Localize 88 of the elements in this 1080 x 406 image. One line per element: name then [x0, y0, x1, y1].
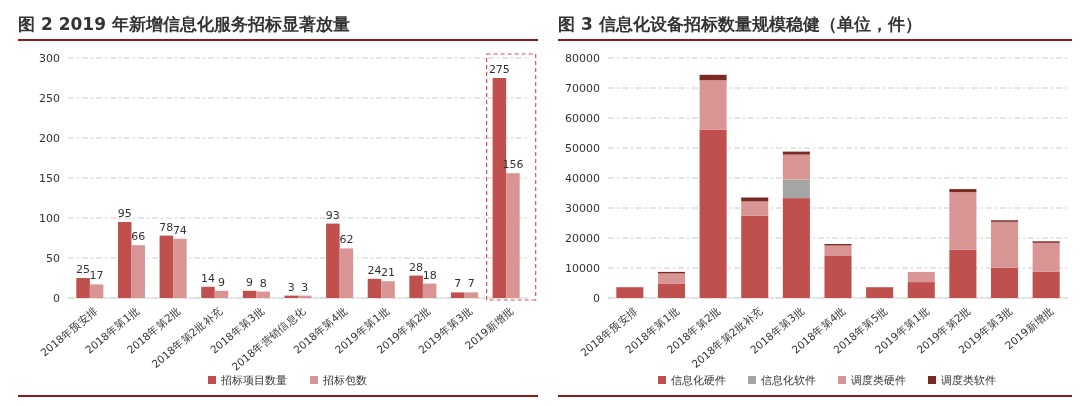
data-label: 24 [367, 263, 382, 277]
data-label: 62 [339, 233, 354, 247]
data-label: 78 [159, 220, 174, 234]
bar [824, 256, 852, 298]
bar [326, 223, 340, 298]
bar [159, 235, 174, 298]
y-tick-label: 0 [53, 291, 60, 305]
legend-label: 调度类硬件 [851, 374, 906, 387]
legend-label: 招标项目数量 [220, 374, 287, 387]
data-label: 7 [467, 277, 475, 291]
y-tick-label: 60000 [565, 111, 600, 125]
y-tick-label: 20000 [565, 231, 600, 245]
y-tick-label: 80000 [565, 51, 600, 65]
bar [782, 151, 810, 155]
bar [699, 74, 727, 81]
data-label: 3 [301, 280, 309, 294]
data-label: 17 [89, 269, 104, 283]
bar [409, 275, 423, 298]
data-label: 9 [218, 275, 226, 289]
data-label: 95 [117, 207, 132, 220]
bar [506, 173, 520, 298]
data-label: 66 [131, 230, 146, 244]
bar [949, 249, 977, 298]
bar [339, 248, 354, 298]
y-tick-label: 50 [46, 251, 60, 265]
y-tick-label: 150 [39, 171, 60, 185]
bar [117, 222, 132, 298]
bar [782, 179, 810, 199]
legend-label: 信息化硬件 [671, 374, 726, 387]
bar [464, 292, 479, 298]
data-label: 9 [246, 275, 254, 289]
bar [782, 198, 810, 298]
bar [1032, 242, 1060, 272]
bar [782, 154, 810, 180]
bar [907, 271, 935, 283]
bar [907, 282, 935, 298]
chart-title: 图 3 信息化设备招标数量规模稳健（单位，件） [558, 14, 922, 34]
bar [381, 281, 395, 298]
bar [214, 290, 229, 298]
legend-label: 调度类软件 [941, 374, 996, 387]
bar [201, 286, 215, 298]
data-label: 25 [76, 263, 91, 276]
bar [824, 245, 852, 256]
data-label: 74 [172, 223, 187, 237]
data-label: 7 [454, 277, 462, 291]
y-tick-label: 30000 [565, 201, 600, 215]
bar [949, 192, 977, 250]
bar [866, 287, 894, 298]
bar [616, 287, 644, 298]
y-tick-label: 250 [39, 91, 60, 105]
data-label: 93 [325, 208, 340, 222]
data-label: 14 [200, 271, 215, 285]
y-tick-label: 50000 [565, 141, 600, 155]
bar [422, 283, 437, 298]
data-label: 275 [488, 63, 510, 76]
legend-label: 招标包数 [322, 374, 367, 387]
bar [741, 215, 769, 298]
legend-label: 信息化软件 [761, 374, 816, 387]
data-label: 18 [422, 268, 437, 282]
y-tick-label: 100 [39, 211, 60, 225]
bar [990, 267, 1019, 298]
data-label: 28 [409, 260, 424, 274]
bar [242, 290, 257, 298]
bar [89, 284, 104, 298]
data-label: 8 [259, 276, 267, 290]
data-label: 21 [381, 266, 396, 280]
bar [741, 201, 769, 216]
bar [657, 283, 686, 298]
bar [949, 189, 977, 193]
bar [657, 273, 686, 284]
bar [699, 129, 727, 298]
y-tick-label: 0 [593, 291, 600, 305]
y-tick-label: 200 [39, 131, 60, 145]
data-label: 3 [287, 280, 295, 294]
y-tick-label: 10000 [565, 261, 600, 275]
y-tick-label: 70000 [565, 81, 600, 95]
bar [990, 221, 1019, 268]
bar [131, 245, 146, 298]
bar [699, 80, 727, 130]
bar [367, 278, 382, 298]
bar [1032, 271, 1060, 298]
chart-title: 图 2 2019 年新增信息化服务招标显著放量 [18, 14, 350, 34]
bar [450, 292, 465, 298]
bar [76, 278, 90, 298]
y-tick-label: 300 [39, 51, 60, 65]
bar [173, 238, 187, 298]
y-tick-label: 40000 [565, 171, 600, 185]
bar [256, 291, 270, 298]
